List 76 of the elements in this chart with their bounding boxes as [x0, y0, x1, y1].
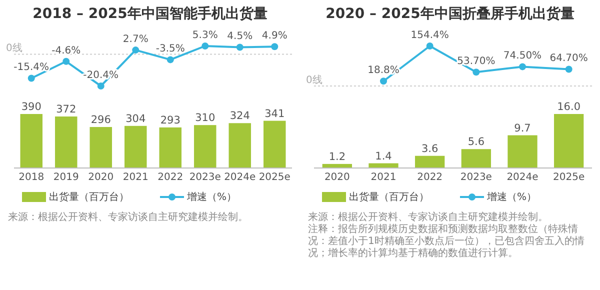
- bar: [415, 156, 445, 168]
- data-label: 4.5%: [227, 31, 253, 42]
- point: [28, 74, 35, 82]
- point: [519, 63, 526, 70]
- point: [62, 58, 70, 65]
- x-tick-label: 2023e: [188, 172, 222, 183]
- legend-label: 增速（%）: [487, 192, 537, 203]
- x-tick-label: 2022: [156, 172, 184, 183]
- data-label: 296: [90, 114, 112, 126]
- bar: [461, 149, 491, 168]
- data-label: 372: [56, 103, 76, 116]
- data-label: -15.4%: [14, 62, 50, 74]
- bar: [55, 116, 78, 168]
- ref-line: 0线: [306, 75, 592, 86]
- chart-title: 2018 – 2025年中国智能手机出货量: [32, 5, 268, 23]
- point: [166, 56, 174, 64]
- bar: [554, 114, 584, 168]
- bar: [194, 125, 216, 168]
- data-label: 293: [160, 114, 180, 126]
- bar: [264, 120, 286, 168]
- data-label: 5.3%: [192, 30, 218, 41]
- x-tick-label: 2020: [323, 172, 351, 183]
- point: [472, 68, 480, 76]
- chart-title: 2020 – 2025年中国折叠屏手机出货量: [324, 5, 576, 23]
- point: [271, 43, 278, 50]
- x-tick-label: 2024e: [506, 172, 540, 183]
- ref-line-label: 0线: [6, 42, 22, 54]
- data-label: 1.4: [375, 150, 392, 162]
- x-tick-label: 2022: [416, 172, 444, 183]
- x-tick-label: 2021: [122, 172, 150, 183]
- bar: [228, 123, 251, 168]
- bar: [20, 114, 42, 168]
- point: [132, 46, 140, 54]
- data-label: 3.6: [421, 142, 438, 155]
- data-label: 9.7: [514, 122, 531, 134]
- x-tick-label: 2019: [52, 172, 80, 183]
- data-label: 64.70%: [550, 53, 588, 64]
- legend-label: 出货量（百万台）: [349, 192, 429, 203]
- x-tick-label: 2023e: [459, 172, 493, 183]
- data-label: 310: [195, 112, 216, 124]
- data-label: 324: [230, 110, 250, 122]
- data-label: 304: [126, 112, 146, 125]
- data-label: 16.0: [557, 101, 581, 113]
- x-tick-label: 2020: [87, 172, 115, 183]
- bar: [124, 126, 147, 168]
- source-note: 来源：根据公开资料、专家访谈自主研究建模并绘制。: [308, 212, 549, 224]
- x-tick-label: 2024e: [223, 172, 257, 183]
- point: [380, 78, 387, 85]
- source-note: 来源：根据公开资料、专家访谈自主研究建模并绘制。: [8, 212, 249, 224]
- legend-label: 增速（%）: [187, 192, 237, 203]
- data-label: 53.70%: [457, 56, 496, 68]
- legend-label: 出货量（百万台）: [49, 192, 129, 203]
- data-label: 5.6: [468, 136, 485, 148]
- data-label: 154.4%: [410, 30, 449, 41]
- point: [97, 82, 104, 90]
- bar: [90, 127, 112, 168]
- point: [236, 44, 244, 51]
- point: [565, 66, 572, 73]
- data-label: 341: [264, 108, 285, 120]
- point: [202, 42, 209, 50]
- data-label: 74.50%: [503, 50, 542, 62]
- data-label: 4.9%: [262, 30, 288, 42]
- data-label: 1.2: [328, 150, 346, 163]
- text: 注释：报告所列规模历史数据和预测数据均取整数位（特殊情况：差值小于1时精确至小数点后一位），已包含四舍五入的情况；增长率的计算均基于精确的数值进行计算。: [308, 224, 586, 260]
- data-label: 390: [21, 101, 42, 113]
- ref-line-label: 0线: [306, 74, 322, 86]
- data-label: 2.7%: [122, 34, 148, 46]
- bar: [508, 135, 538, 168]
- point: [426, 42, 434, 50]
- bar: [159, 127, 182, 168]
- x-tick-label: 2025e: [552, 172, 586, 183]
- x-tick-label: 2025e: [258, 172, 292, 183]
- x-tick-label: 2021: [370, 172, 398, 183]
- x-tick-label: 2018: [18, 172, 46, 183]
- data-label: -3.5%: [156, 44, 185, 55]
- data-label: -4.6%: [52, 45, 81, 56]
